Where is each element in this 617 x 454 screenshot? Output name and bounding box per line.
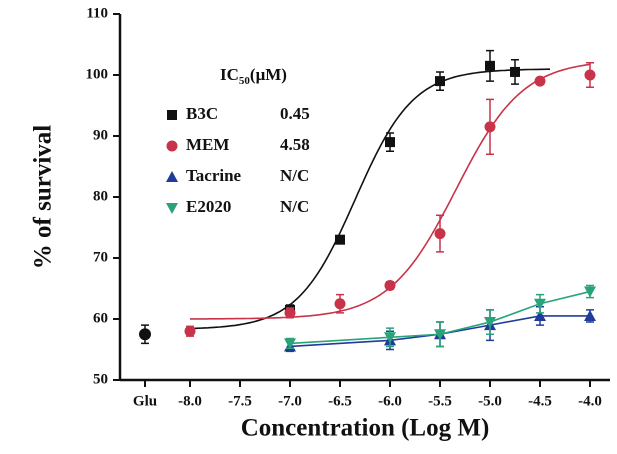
marker: [385, 137, 395, 148]
marker: [534, 75, 546, 87]
marker: [584, 286, 596, 298]
legend-title-unit: (μM): [250, 65, 287, 84]
marker: [484, 121, 496, 133]
marker: [534, 309, 546, 321]
x-tick-label: -8.0: [178, 393, 202, 409]
legend-ic50: N/C: [280, 166, 309, 185]
marker: [384, 279, 396, 291]
x-tick-label: -4.5: [528, 393, 552, 409]
legend-title-text: IC: [220, 65, 239, 84]
legend-ic50: 0.45: [280, 104, 310, 123]
marker: [584, 309, 596, 321]
marker: [434, 228, 446, 240]
legend-label: MEM: [186, 135, 229, 154]
legend-marker: [166, 140, 178, 152]
y-tick-label: 100: [86, 66, 109, 82]
y-tick-label: 80: [93, 188, 108, 204]
legend-title: IC50(μM): [220, 65, 287, 87]
fit-curve: [189, 68, 550, 330]
y-tick-label: 50: [93, 371, 108, 387]
legend-marker: [167, 110, 177, 120]
control-marker: [139, 328, 151, 341]
y-axis-label: % of survival: [30, 125, 57, 270]
marker: [484, 317, 496, 329]
y-tick-label: 110: [86, 5, 108, 21]
x-tick-label: -7.5: [228, 393, 252, 409]
y-tick-label: 90: [93, 127, 108, 143]
marker: [384, 332, 396, 344]
x-axis-label: Concentration (Log M): [241, 415, 490, 442]
legend-label: B3C: [186, 104, 218, 123]
marker: [335, 234, 345, 245]
line: [289, 315, 590, 348]
legend-marker: [166, 171, 178, 182]
marker: [434, 329, 446, 341]
x-tick-label: -6.0: [378, 393, 402, 409]
x-tick-label: -4.0: [578, 393, 602, 409]
x-tick-label: Glu: [133, 393, 157, 409]
legend-label: Tacrine: [186, 166, 242, 185]
x-tick-label: -7.0: [278, 393, 302, 409]
legend-title-sub: 50: [239, 75, 251, 87]
legend-label: E2020: [186, 197, 231, 216]
marker: [284, 307, 296, 319]
marker: [435, 76, 445, 87]
line: [289, 290, 591, 345]
marker: [334, 298, 346, 310]
legend-marker: [166, 203, 178, 214]
legend-ic50: 4.58: [280, 135, 310, 154]
x-tick-label: -5.5: [428, 393, 452, 409]
marker: [584, 69, 596, 81]
y-tick-label: 70: [93, 249, 108, 265]
marker: [184, 325, 196, 337]
x-tick-label: -5.0: [478, 393, 502, 409]
x-tick-label: -6.5: [328, 393, 352, 409]
marker: [284, 338, 296, 350]
legend-ic50: N/C: [280, 197, 309, 216]
marker: [510, 66, 520, 77]
marker: [485, 60, 495, 71]
marker: [534, 298, 546, 310]
y-tick-label: 60: [93, 310, 108, 326]
